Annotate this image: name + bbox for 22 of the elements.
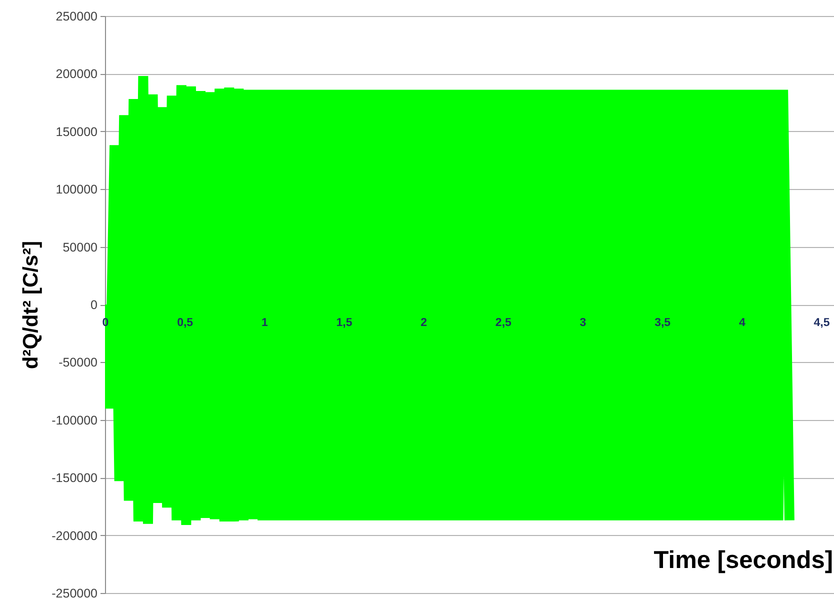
y-tick-label: 200000 (56, 67, 98, 82)
y-tick-label: 0 (90, 298, 98, 312)
y-tick-label: -200000 (52, 528, 98, 543)
y-tick-label: 250000 (56, 10, 98, 24)
y-axis-title: d²Q/dt² [C/s²] (20, 240, 43, 370)
x-tick-label: 1 (261, 317, 268, 329)
y-tick-label: 150000 (56, 124, 98, 139)
x-tick-label: 0,5 (177, 317, 194, 329)
x-tick-label: 3,5 (654, 317, 672, 329)
x-tick-label: 2,5 (495, 317, 512, 329)
x-tick-label: 4,5 (814, 317, 830, 329)
y-tick-label: 50000 (62, 240, 98, 254)
y-tick-label: -50000 (58, 356, 98, 370)
y-tick-label: 100000 (56, 182, 98, 197)
x-tick-label: 3 (580, 317, 586, 329)
x-tick-label: 2 (420, 317, 428, 329)
y-tick-label: -100000 (52, 413, 98, 428)
x-axis-title: Time [seconds] (654, 547, 833, 574)
x-tick-label: 1,5 (336, 317, 353, 329)
x-tick-label: 4 (738, 317, 746, 329)
y-tick-label: -150000 (52, 471, 98, 486)
y-tick-label: -250000 (52, 586, 98, 599)
